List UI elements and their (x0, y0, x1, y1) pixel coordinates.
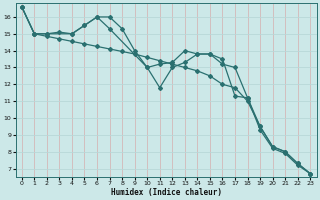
X-axis label: Humidex (Indice chaleur): Humidex (Indice chaleur) (110, 188, 221, 197)
